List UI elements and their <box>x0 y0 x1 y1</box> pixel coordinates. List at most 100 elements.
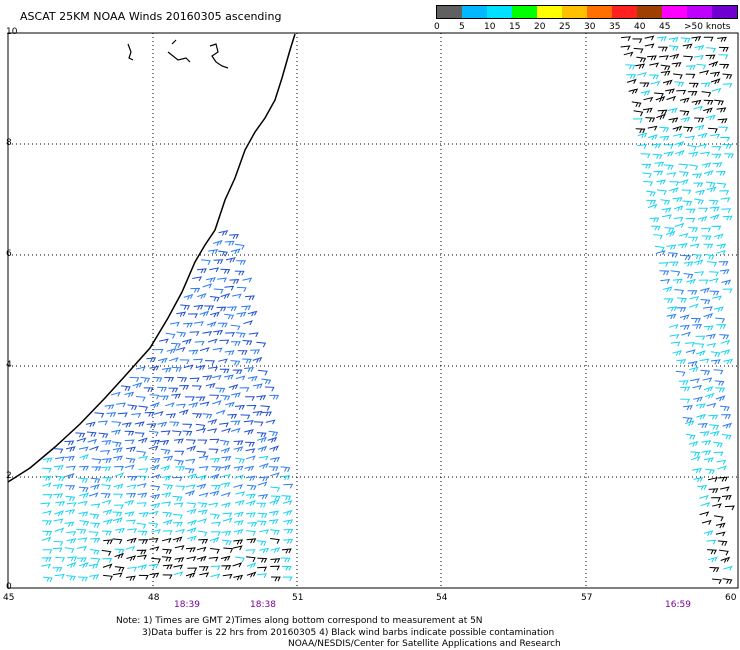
wind-barb <box>270 547 281 553</box>
wind-barb <box>701 450 712 456</box>
wind-barb <box>697 484 708 491</box>
wind-barb <box>685 349 696 355</box>
wind-barb <box>245 455 256 461</box>
wind-barb <box>131 413 142 418</box>
wind-barb <box>234 270 245 276</box>
wind-barb <box>666 172 677 178</box>
wind-barb <box>213 329 223 336</box>
wind-barb <box>55 556 65 563</box>
wind-barb <box>264 386 275 392</box>
wind-barb <box>706 333 716 340</box>
wind-barb <box>621 36 631 42</box>
wind-barb <box>224 350 235 356</box>
wind-barb <box>672 278 683 284</box>
wind-barb <box>91 466 102 472</box>
wind-barb <box>713 233 724 240</box>
wind-barb <box>231 392 241 398</box>
wind-barb <box>196 450 207 457</box>
wind-barb <box>127 528 138 534</box>
wind-barb <box>218 230 229 236</box>
wind-barb <box>208 556 219 562</box>
wind-barb <box>101 499 112 505</box>
colorbar-segment <box>687 6 712 18</box>
wind-barb <box>245 549 256 555</box>
wind-barb <box>666 244 677 250</box>
wind-barb <box>161 475 172 481</box>
wind-barb <box>150 494 161 500</box>
wind-barb <box>232 545 243 551</box>
wind-barb <box>186 502 197 509</box>
wind-barb <box>196 428 207 434</box>
wind-barb <box>702 377 713 383</box>
wind-barb <box>127 566 138 572</box>
coastline <box>7 33 296 483</box>
wind-barb <box>236 260 247 265</box>
wind-barb <box>660 278 671 284</box>
wind-barb <box>268 466 279 472</box>
wind-barb <box>150 485 161 491</box>
wind-barb <box>148 522 159 529</box>
wind-barb <box>256 540 267 547</box>
wind-barb <box>113 483 124 490</box>
wind-barb <box>245 475 256 482</box>
wind-barb <box>188 402 199 408</box>
wind-barb <box>246 500 256 507</box>
wind-barb <box>242 340 253 346</box>
wind-barb <box>698 207 709 213</box>
wind-barb <box>697 143 708 149</box>
wind-barb <box>697 423 708 429</box>
wind-barb <box>722 144 733 149</box>
wind-barb <box>712 503 722 509</box>
wind-barb <box>150 474 161 480</box>
wind-barb <box>218 250 228 257</box>
wind-barb <box>179 359 190 365</box>
wind-barb <box>196 555 207 562</box>
wind-barb <box>172 521 183 527</box>
wind-barb <box>635 128 646 134</box>
wind-barb <box>78 576 88 582</box>
wind-barb <box>655 96 666 103</box>
wind-barb <box>112 511 123 517</box>
wind-barb <box>718 126 729 132</box>
wind-barb <box>722 422 733 429</box>
wind-barb <box>188 349 199 355</box>
wind-barb <box>623 51 634 57</box>
wind-barb <box>713 369 724 375</box>
wind-barb <box>162 511 173 518</box>
wind-barb <box>186 445 197 452</box>
wind-barb <box>656 179 667 185</box>
wind-barb <box>112 572 123 578</box>
wind-barb <box>53 483 63 490</box>
wind-barb <box>52 547 63 553</box>
wind-barb <box>269 394 280 400</box>
wind-barb <box>233 528 244 535</box>
wind-barb <box>182 338 192 345</box>
wind-barb <box>269 510 279 516</box>
wind-barb <box>680 37 691 43</box>
wind-barb <box>171 393 182 399</box>
wind-barb <box>256 432 267 438</box>
wind-barb <box>720 197 731 203</box>
wind-barb <box>64 547 75 554</box>
wind-barb <box>672 125 683 132</box>
wind-barb <box>700 151 711 157</box>
wind-barb <box>666 313 677 320</box>
wind-barb <box>280 557 291 563</box>
wind-barb <box>659 270 670 276</box>
wind-barb <box>708 127 718 134</box>
wind-barb <box>684 420 695 427</box>
wind-barb <box>227 413 238 419</box>
wind-barb <box>170 321 180 327</box>
wind-barb <box>650 225 661 231</box>
wind-barb <box>693 182 704 188</box>
wind-barb <box>138 574 149 580</box>
wind-barb <box>187 567 198 573</box>
wind-barb <box>258 369 268 376</box>
wind-barb <box>129 376 140 383</box>
wind-barb <box>233 440 244 446</box>
wind-barb <box>224 240 235 246</box>
wind-barb <box>161 492 172 498</box>
wind-barb <box>709 567 720 573</box>
wind-barb <box>64 473 75 480</box>
wind-barb <box>210 311 220 318</box>
